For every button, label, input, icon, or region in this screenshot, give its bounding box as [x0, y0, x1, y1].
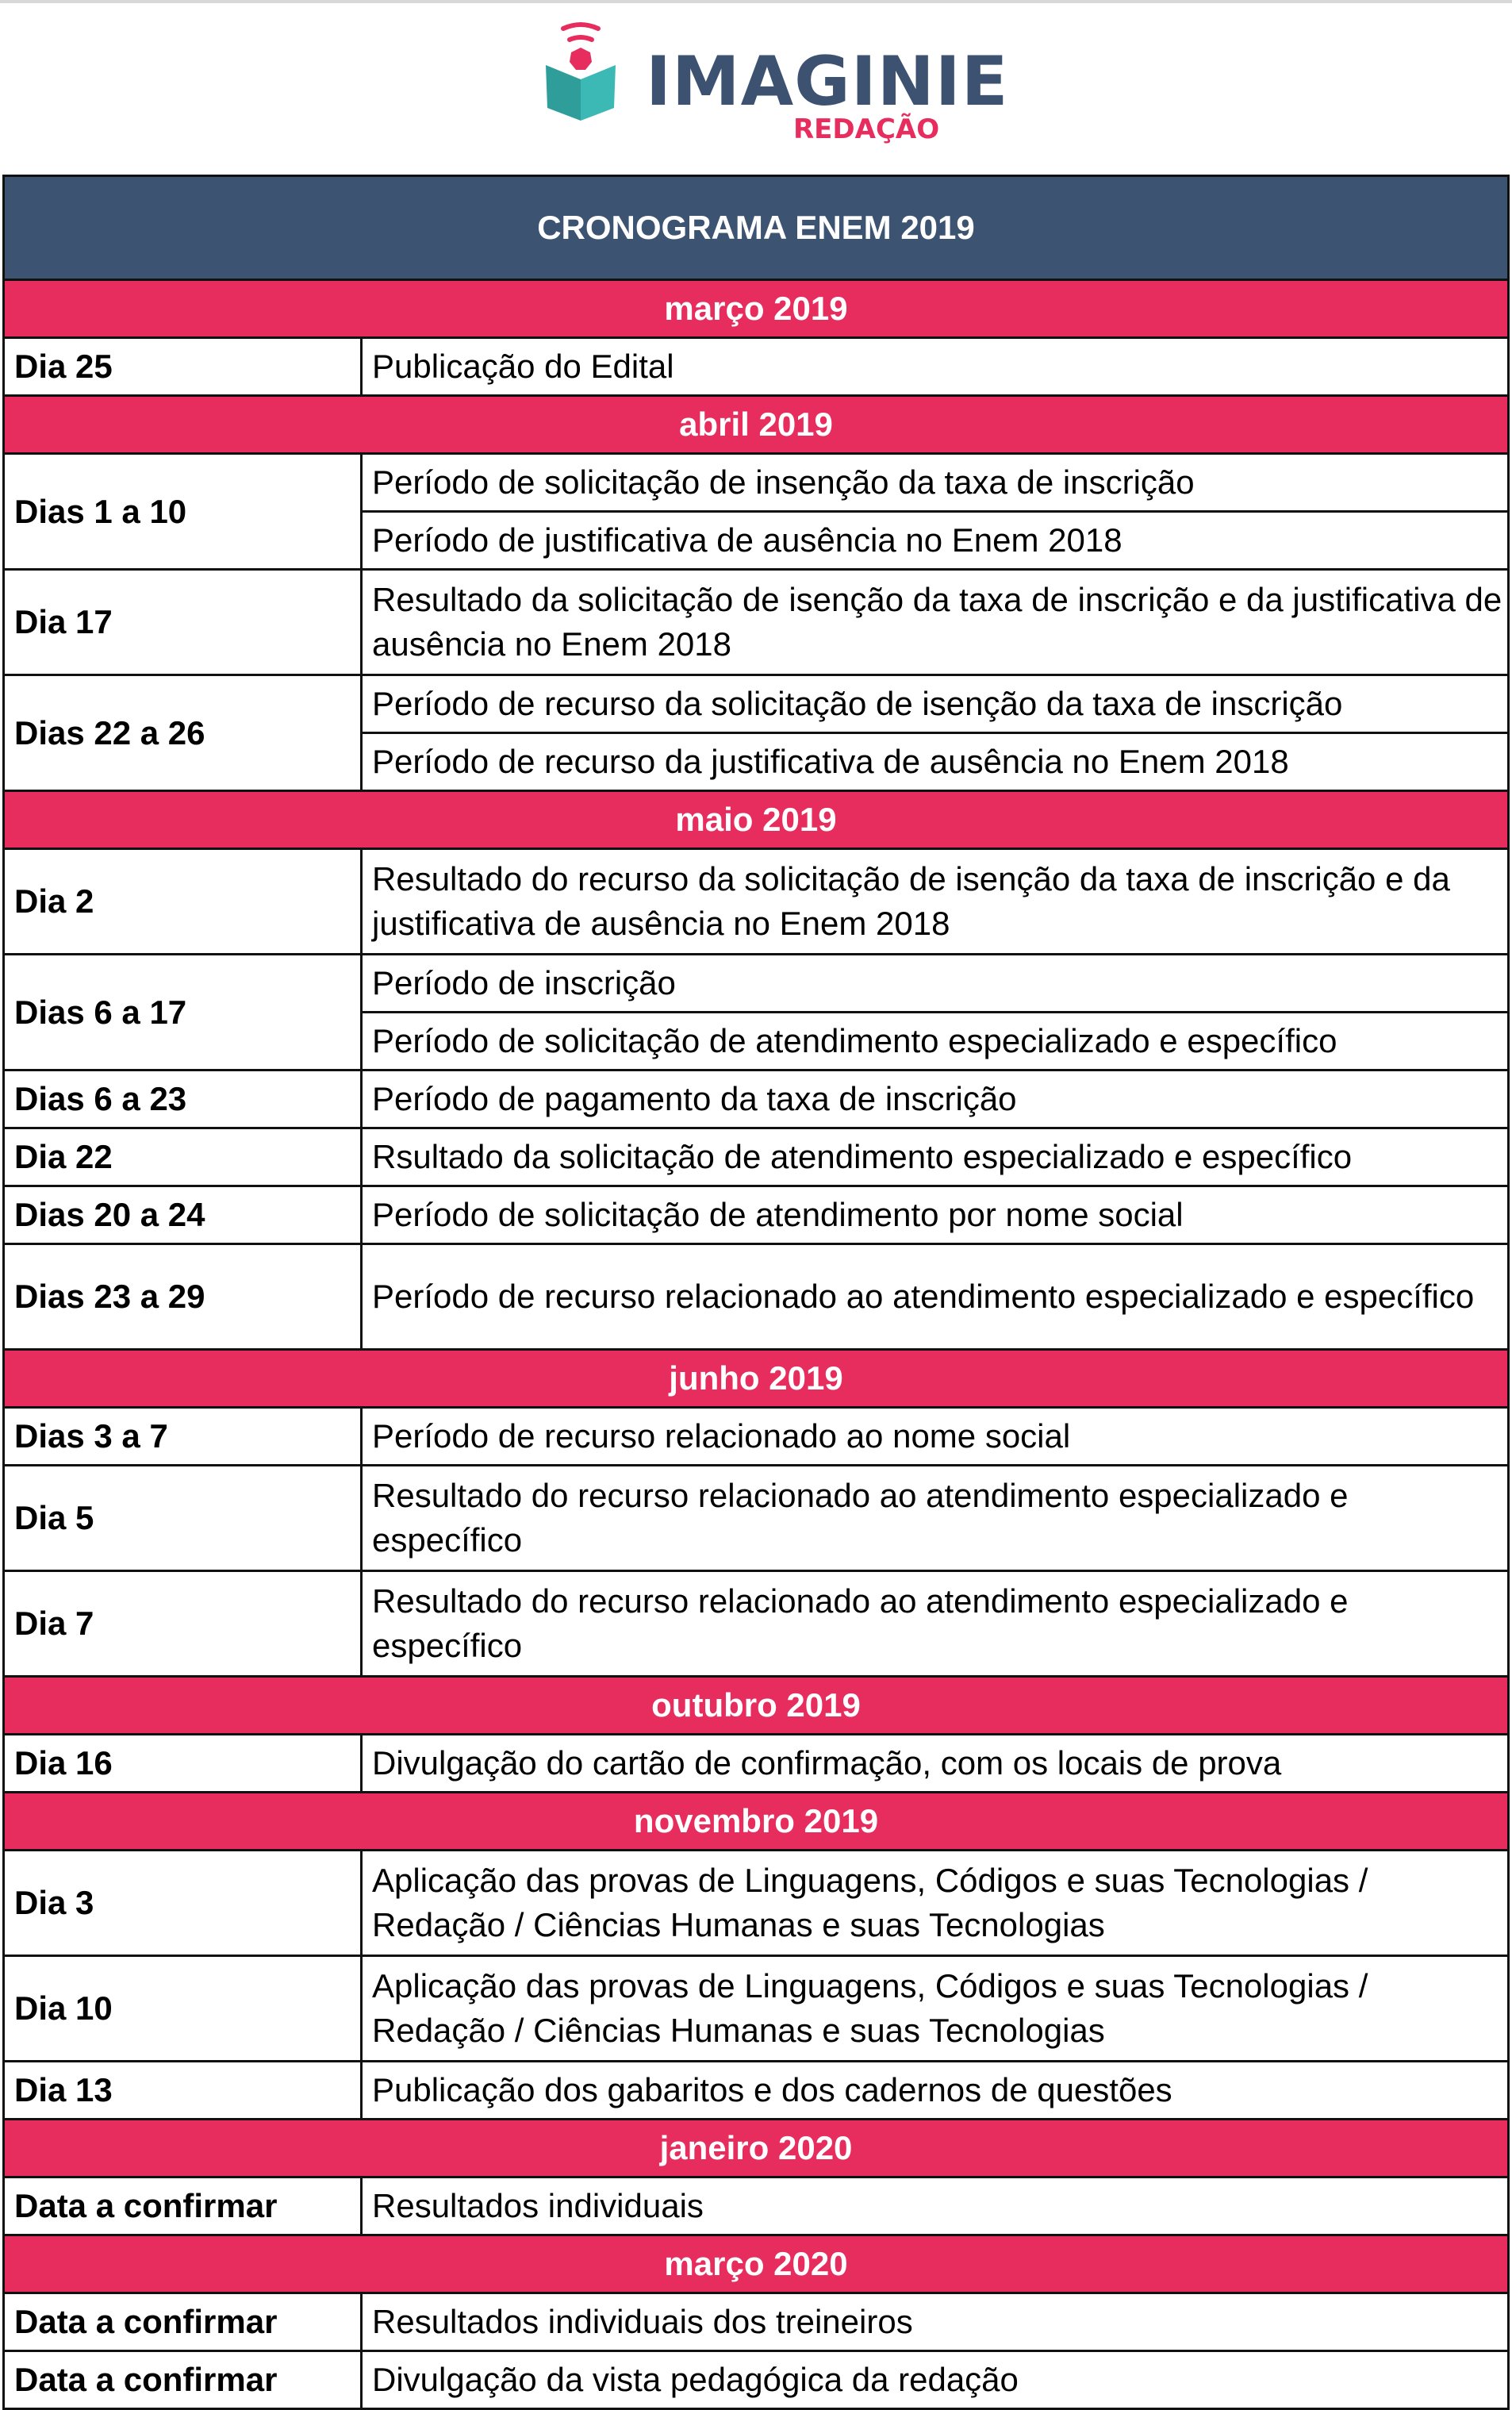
event-description: Resultado do recurso relacionado ao aten…: [360, 1464, 1510, 1572]
table-row: Data a confirmar Resultados individuais: [2, 2176, 1510, 2236]
table-row: Dias 1 a 10 Período de solicitação de ins…: [2, 452, 1510, 571]
table-row: Data a confirmar Divulgação da vista peda…: [2, 2350, 1510, 2410]
event-description: Publicação do Edital: [360, 336, 1510, 397]
table-row: Dias 3 a 7 Período de recurso relacionado…: [2, 1406, 1510, 1466]
event-date: Data a confirmar: [2, 2292, 363, 2352]
event-date: Dia 17: [2, 568, 363, 676]
event-date: Dias 3 a 7: [2, 1406, 363, 1466]
logo-subtitle: REDAÇÃO: [793, 113, 940, 145]
top-border: [0, 0, 1512, 3]
event-description: Publicação dos gabaritos e dos cadernos …: [360, 2060, 1510, 2120]
month-header: abril 2019: [2, 394, 1510, 455]
event-date: Dia 16: [2, 1733, 363, 1793]
table-row: Dia 16 Divulgação do cartão de confirmaçã…: [2, 1733, 1510, 1793]
table-row: Data a confirmar Resultados individuais d…: [2, 2292, 1510, 2352]
event-date: Dias 22 a 26: [2, 674, 363, 792]
month-header: outubro 2019: [2, 1675, 1510, 1735]
event-date: Dia 7: [2, 1570, 363, 1678]
month-header: março 2019: [2, 279, 1510, 339]
event-description: Período de recurso da justificativa de a…: [360, 732, 1510, 792]
event-description: Período de recurso da solicitação de ise…: [360, 674, 1510, 734]
month-header: janeiro 2020: [2, 2118, 1510, 2178]
event-date: Dia 25: [2, 336, 363, 397]
event-description: Resultado da solicitação de isenção da t…: [360, 568, 1510, 676]
event-description: Período de recurso relacionado ao nome s…: [360, 1406, 1510, 1466]
month-header: maio 2019: [2, 790, 1510, 850]
table-row: Dias 23 a 29 Período de recurso relaciona…: [2, 1243, 1510, 1351]
event-date: Data a confirmar: [2, 2350, 363, 2410]
logo-wordmark: IMAGINIE: [646, 42, 1009, 121]
month-header: março 2020: [2, 2234, 1510, 2294]
event-date: Dia 2: [2, 848, 363, 955]
event-description: Resultados individuais: [360, 2176, 1510, 2236]
event-date: Dia 3: [2, 1849, 363, 1957]
event-description: Período de solicitação de atendimento es…: [360, 1011, 1510, 1071]
table-row: Dia 10 Aplicação das provas de Linguagens…: [2, 1955, 1510, 2062]
event-date: Dias 23 a 29: [2, 1243, 363, 1351]
table-row: Dia 3 Aplicação das provas de Linguagens,…: [2, 1849, 1510, 1957]
event-description: Divulgação da vista pedagógica da redaçã…: [360, 2350, 1510, 2410]
event-description: Período de solicitação de insenção da ta…: [360, 452, 1510, 513]
event-description: Resultado do recurso relacionado ao aten…: [360, 1570, 1510, 1678]
schedule-table: CRONOGRAMA ENEM 2019 março 2019 Dia 25 Pub…: [2, 175, 1510, 2410]
event-date: Dia 10: [2, 1955, 363, 2062]
event-description: Divulgação do cartão de confirmação, com…: [360, 1733, 1510, 1793]
event-date: Dia 5: [2, 1464, 363, 1572]
imaginie-logo: IMAGINIE REDAÇÃO: [544, 21, 1007, 148]
event-date: Dia 22: [2, 1127, 363, 1187]
table-row: Dias 6 a 23 Período de pagamento da taxa …: [2, 1069, 1510, 1129]
event-date: Dias 1 a 10: [2, 452, 363, 571]
table-row: Dia 2 Resultado do recurso da solicitação…: [2, 848, 1510, 955]
table-row: Dia 25 Publicação do Edital: [2, 336, 1510, 397]
event-description: Rsultado da solicitação de atendimento e…: [360, 1127, 1510, 1187]
event-description: Período de solicitação de atendimento po…: [360, 1185, 1510, 1245]
month-header: junho 2019: [2, 1348, 1510, 1409]
table-row: Dia 17 Resultado da solicitação de isençã…: [2, 568, 1510, 676]
table-row: Dia 22 Rsultado da solicitação de atendim…: [2, 1127, 1510, 1187]
table-row: Dia 7 Resultado do recurso relacionado ao…: [2, 1570, 1510, 1678]
event-description: Aplicação das provas de Linguagens, Códi…: [360, 1849, 1510, 1957]
event-date: Dias 20 a 24: [2, 1185, 363, 1245]
event-date: Data a confirmar: [2, 2176, 363, 2236]
table-row: Dia 5 Resultado do recurso relacionado ao…: [2, 1464, 1510, 1572]
table-title: CRONOGRAMA ENEM 2019: [2, 175, 1510, 281]
table-row: Período de justificativa de ausência no …: [4, 510, 1510, 571]
table-row: Dias 20 a 24 Período de solicitação de at…: [2, 1185, 1510, 1245]
event-description: Período de recurso relacionado ao atendi…: [360, 1243, 1510, 1351]
event-description: Aplicação das provas de Linguagens, Códi…: [360, 1955, 1510, 2062]
month-header: novembro 2019: [2, 1791, 1510, 1851]
event-description: Resultado do recurso da solicitação de i…: [360, 848, 1510, 955]
event-description: Período de inscrição: [360, 953, 1510, 1013]
table-row: Dia 13 Publicação dos gabaritos e dos cad…: [2, 2060, 1510, 2120]
event-date: Dias 6 a 23: [2, 1069, 363, 1129]
table-row: Período de solicitação de atendimento es…: [4, 1011, 1510, 1071]
event-description: Período de justificativa de ausência no …: [360, 510, 1510, 571]
table-row: Período de recurso da justificativa de a…: [4, 732, 1510, 792]
event-date: Dia 13: [2, 2060, 363, 2120]
event-date: Dias 6 a 17: [2, 953, 363, 1071]
event-description: Período de pagamento da taxa de inscriçã…: [360, 1069, 1510, 1129]
table-row: Dias 6 a 17 Período de inscrição: [2, 953, 1510, 1071]
book-reader-icon: [546, 22, 616, 121]
table-row: Dias 22 a 26 Período de recurso da solici…: [2, 674, 1510, 792]
event-description: Resultados individuais dos treineiros: [360, 2292, 1510, 2352]
